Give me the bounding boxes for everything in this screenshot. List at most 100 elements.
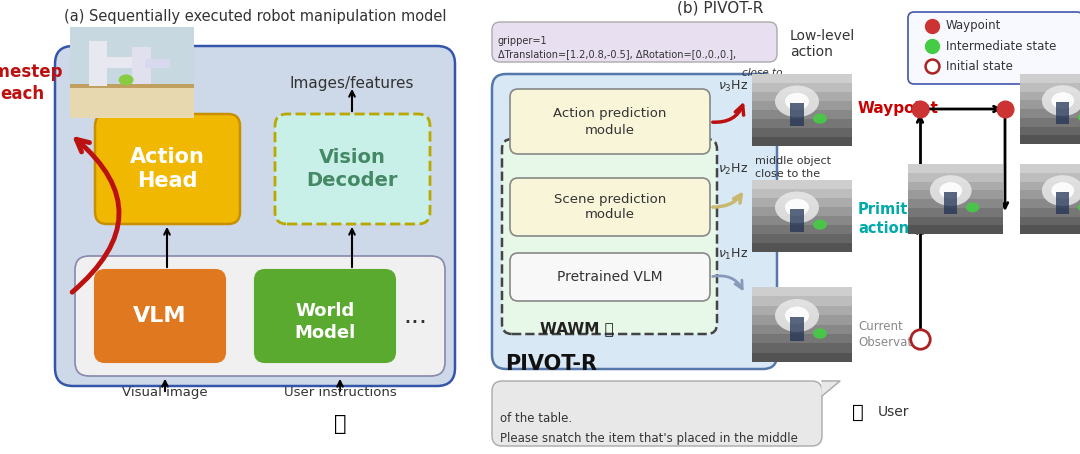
Bar [1020,109,1080,118]
Bar [789,103,804,126]
Text: gripper=1: gripper=1 [498,36,548,46]
Text: VLM: VLM [133,306,187,326]
Circle shape [1051,92,1075,109]
Bar [1020,135,1080,144]
Bar [89,41,107,86]
Bar [908,164,1003,173]
Circle shape [930,175,972,206]
Bar [752,343,852,353]
Bar [752,296,852,306]
Bar [944,192,957,214]
Text: timestep: timestep [0,63,64,81]
Bar [908,190,1003,199]
Circle shape [785,306,809,325]
Bar [752,74,852,83]
FancyBboxPatch shape [502,139,717,334]
Bar [752,353,852,362]
Text: (b) PIVOT-R: (b) PIVOT-R [677,0,764,15]
Bar [752,315,852,325]
Text: Initial state: Initial state [946,59,1013,73]
Circle shape [775,85,819,117]
Bar [752,180,852,189]
Bar [752,306,852,315]
Bar [752,216,852,225]
Text: ΔTranslation=[1.2,0.8,-0.5], ΔRotation=[0.,0.,0.],: ΔTranslation=[1.2,0.8,-0.5], ΔRotation=[… [498,49,737,59]
Bar [1056,192,1069,214]
Bar [133,47,151,84]
Text: Scene prediction
module: Scene prediction module [554,192,666,222]
Bar [1020,83,1080,92]
Text: Action: Action [143,76,191,91]
Circle shape [1078,202,1080,212]
Bar [752,287,852,296]
Text: Intermediate state: Intermediate state [946,39,1056,53]
Circle shape [813,220,827,230]
Bar [908,208,1003,217]
Bar [752,225,852,234]
Text: close to: close to [742,68,782,78]
Bar [1020,92,1080,100]
Text: Images/features: Images/features [289,76,415,91]
Bar [1020,182,1080,190]
Bar [1020,127,1080,135]
Bar [1020,217,1080,225]
Text: Action prediction
module: Action prediction module [553,108,666,137]
FancyBboxPatch shape [75,256,445,376]
FancyBboxPatch shape [510,253,710,301]
FancyArrowPatch shape [713,276,742,289]
Text: Waypoint: Waypoint [946,20,1001,33]
Bar [1056,102,1069,124]
Text: Low-level
action: Low-level action [789,29,855,59]
FancyArrowPatch shape [72,139,119,292]
Circle shape [813,114,827,123]
Bar [1020,208,1080,217]
Bar [1020,74,1080,83]
Bar [1020,225,1080,234]
Bar [752,137,852,146]
FancyBboxPatch shape [55,46,455,386]
Circle shape [785,93,809,110]
Bar [752,189,852,198]
Text: Visual image: Visual image [122,386,207,399]
Text: Vision
Decoder: Vision Decoder [307,148,397,190]
Bar [908,173,1003,182]
Bar [1020,118,1080,127]
Bar [752,128,852,137]
FancyBboxPatch shape [492,74,777,369]
Bar [1020,199,1080,208]
Circle shape [785,199,809,216]
Bar [105,57,136,68]
Text: Pretrained VLM: Pretrained VLM [557,270,663,284]
FancyBboxPatch shape [492,381,822,446]
Text: $\nu_2$Hz: $\nu_2$Hz [718,162,748,177]
Bar [789,209,804,232]
Bar [752,101,852,110]
Bar [145,59,170,68]
Bar [1020,164,1080,173]
Bar [1020,100,1080,109]
Text: $\nu_1$Hz: $\nu_1$Hz [718,247,748,262]
Text: 🧑: 🧑 [334,414,347,434]
FancyBboxPatch shape [510,89,710,154]
FancyBboxPatch shape [275,114,430,224]
Circle shape [1078,113,1080,122]
Bar [908,217,1003,225]
Bar [70,84,194,88]
Text: Current
Observation: Current Observation [858,320,930,349]
FancyArrowPatch shape [713,194,741,207]
Text: User: User [878,405,909,419]
Text: 🧑: 🧑 [852,403,864,421]
Text: User instructions: User instructions [284,386,396,399]
Text: Primitive
action: Primitive action [858,202,933,236]
Circle shape [775,192,819,223]
Circle shape [813,328,827,339]
Bar [1020,190,1080,199]
Text: WAWM 🌍: WAWM 🌍 [540,321,613,336]
Bar [752,110,852,119]
Circle shape [940,182,962,199]
Text: of the table.: of the table. [500,412,572,425]
Circle shape [1042,175,1080,206]
Circle shape [119,74,134,85]
FancyBboxPatch shape [492,22,777,62]
Bar [752,325,852,334]
